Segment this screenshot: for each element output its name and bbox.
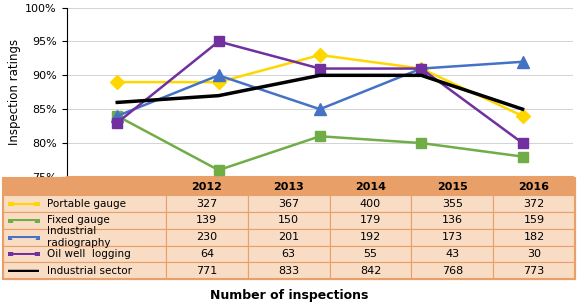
Text: 2012: 2012 [192, 182, 222, 192]
Text: 372: 372 [523, 199, 545, 209]
Text: 773: 773 [523, 266, 545, 276]
Text: Number of inspections: Number of inspections [210, 289, 369, 302]
Text: 182: 182 [523, 232, 545, 242]
Text: 327: 327 [196, 199, 218, 209]
Text: 768: 768 [442, 266, 463, 276]
Text: 30: 30 [527, 249, 541, 259]
Text: 833: 833 [278, 266, 299, 276]
Text: 139: 139 [196, 215, 217, 225]
Text: 150: 150 [278, 215, 299, 225]
Text: 179: 179 [360, 215, 381, 225]
Text: Industrial
radiography: Industrial radiography [47, 226, 111, 248]
Text: 355: 355 [442, 199, 463, 209]
Text: 771: 771 [196, 266, 218, 276]
Text: 367: 367 [278, 199, 299, 209]
Text: Fixed gauge: Fixed gauge [47, 215, 109, 225]
Text: 173: 173 [442, 232, 463, 242]
Text: 2016: 2016 [519, 182, 549, 192]
Text: 2015: 2015 [437, 182, 468, 192]
Y-axis label: Inspection ratings: Inspection ratings [8, 39, 21, 145]
Text: Industrial sector: Industrial sector [47, 266, 132, 276]
Text: 159: 159 [523, 215, 545, 225]
Text: 230: 230 [196, 232, 217, 242]
Text: 55: 55 [364, 249, 378, 259]
Text: 43: 43 [445, 249, 459, 259]
Text: 192: 192 [360, 232, 381, 242]
Text: 136: 136 [442, 215, 463, 225]
Text: 64: 64 [200, 249, 214, 259]
Text: 2013: 2013 [273, 182, 304, 192]
Text: Portable gauge: Portable gauge [47, 199, 126, 209]
Text: 400: 400 [360, 199, 381, 209]
Text: 201: 201 [278, 232, 299, 242]
Text: 842: 842 [360, 266, 381, 276]
Text: 2014: 2014 [355, 182, 386, 192]
Text: 63: 63 [281, 249, 296, 259]
Text: Oil well  logging: Oil well logging [47, 249, 131, 259]
